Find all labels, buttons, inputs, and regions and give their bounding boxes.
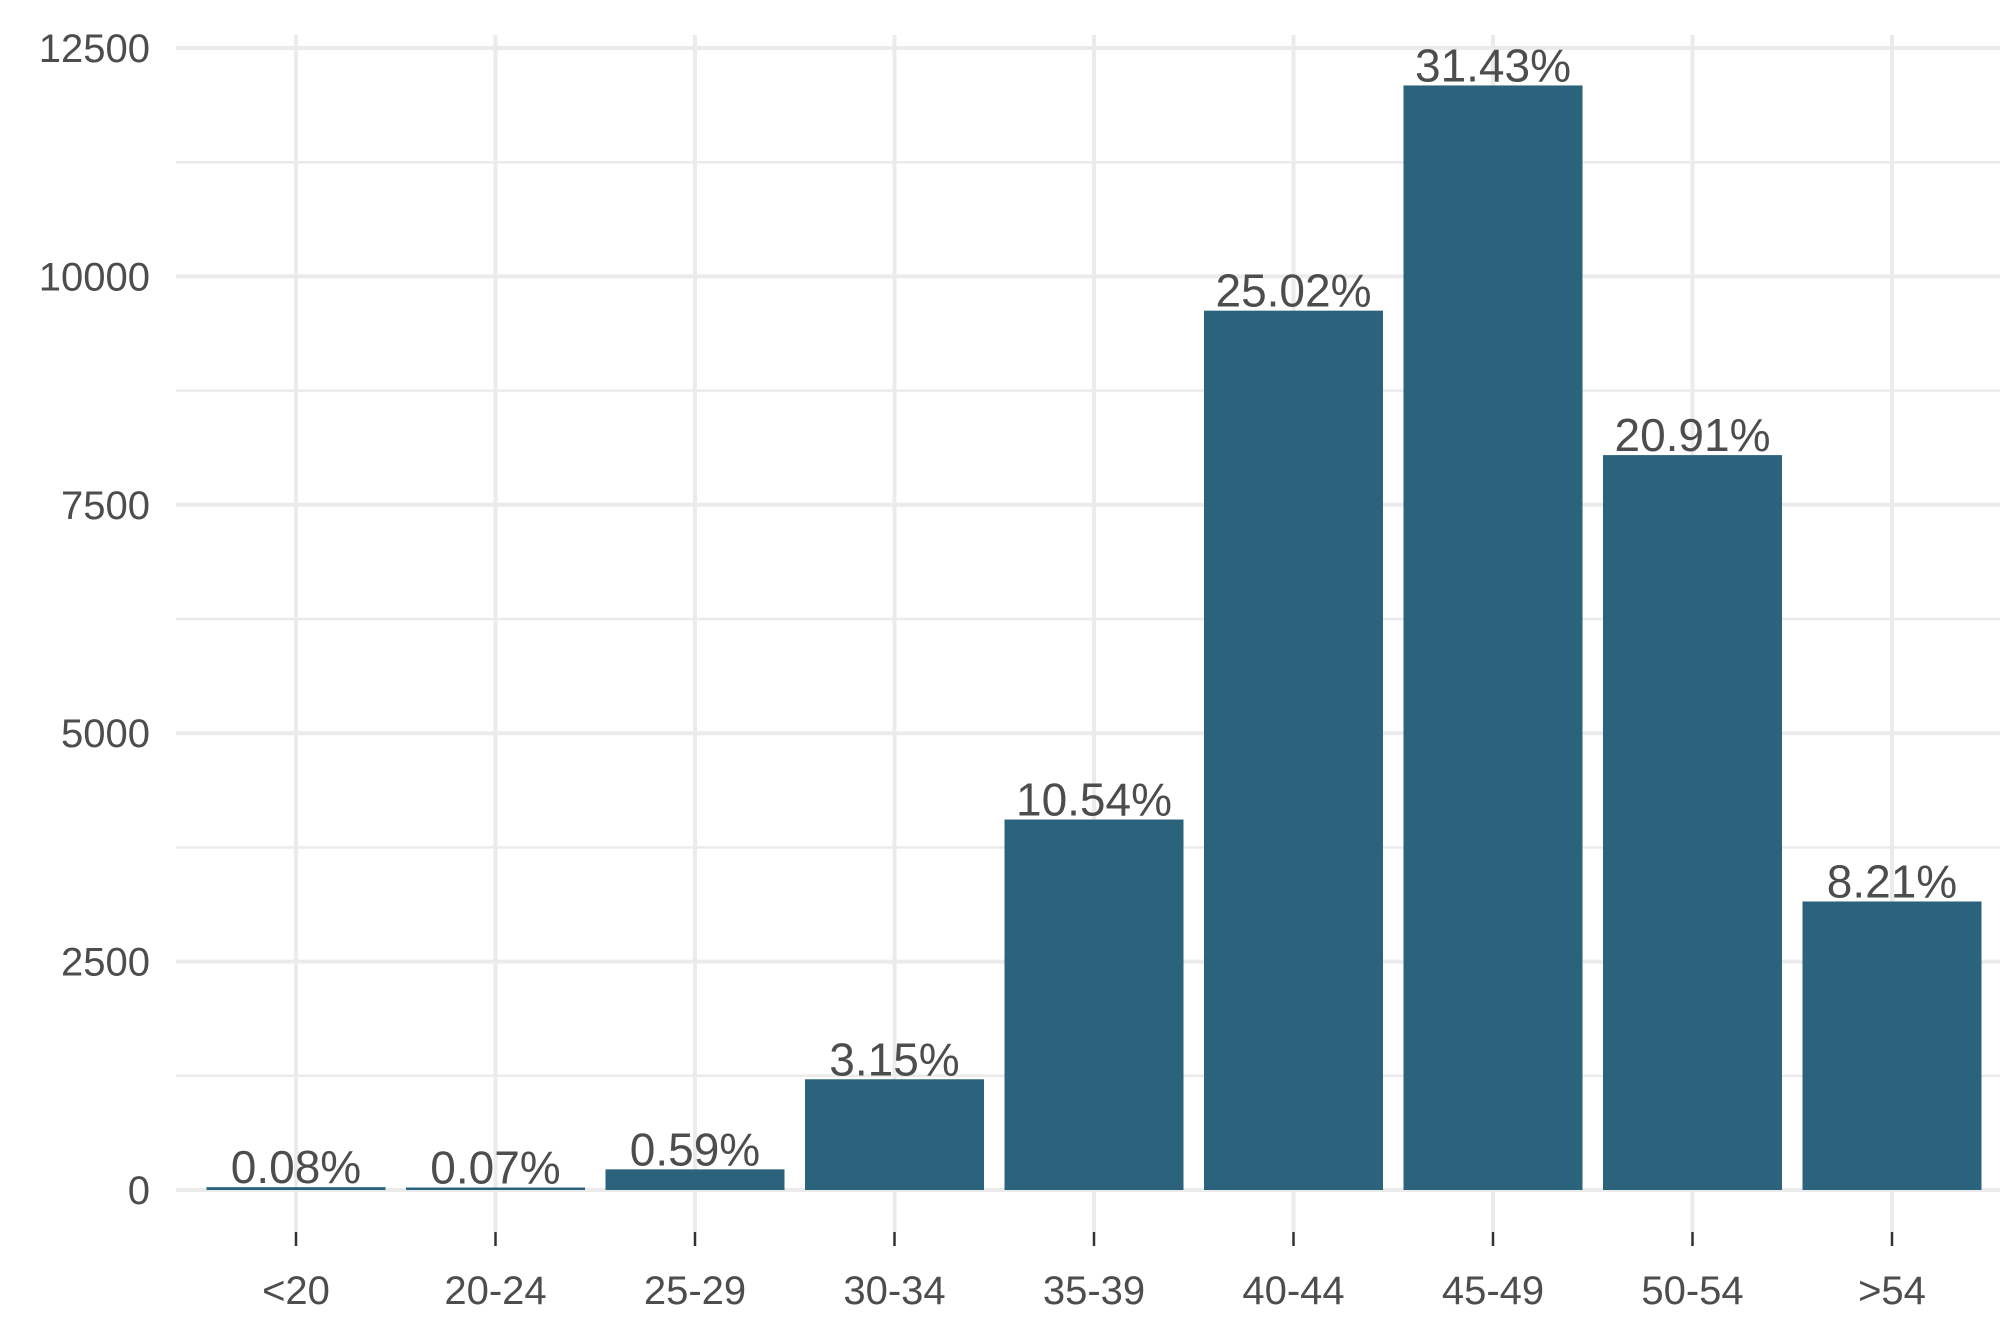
x-tick-label: 40-44 bbox=[1242, 1269, 1344, 1313]
x-tick-label: 25-29 bbox=[644, 1269, 746, 1313]
y-tick-label: 12500 bbox=[39, 27, 150, 71]
y-tick-label: 10000 bbox=[39, 255, 150, 299]
bar-1 bbox=[406, 1187, 585, 1190]
y-tick-label: 7500 bbox=[61, 484, 150, 528]
bar-5 bbox=[1204, 310, 1383, 1190]
bar-0 bbox=[206, 1187, 386, 1190]
x-tick-label: 35-39 bbox=[1043, 1269, 1145, 1313]
x-tick-label: 50-54 bbox=[1641, 1269, 1743, 1313]
y-axis: 0 2500 5000 7500 10000 12500 bbox=[39, 27, 150, 1213]
bar-7 bbox=[1603, 455, 1782, 1190]
x-tick-label: 30-34 bbox=[843, 1269, 945, 1313]
y-tick-label: 5000 bbox=[61, 712, 150, 756]
data-labels: 0.08% 0.07% 0.59% 3.15% 10.54% 25.02% 31.43% 20… bbox=[231, 39, 1957, 1193]
data-label-8: 8.21% bbox=[1827, 855, 1957, 907]
x-tick-label: 20-24 bbox=[444, 1269, 546, 1313]
data-label-1: 0.07% bbox=[430, 1142, 560, 1194]
data-label-2: 0.59% bbox=[630, 1123, 760, 1175]
data-label-4: 10.54% bbox=[1016, 774, 1172, 826]
bar-8 bbox=[1802, 901, 1982, 1190]
bar-6 bbox=[1403, 85, 1583, 1190]
data-label-7: 20.91% bbox=[1614, 409, 1770, 461]
bars bbox=[206, 85, 1982, 1190]
x-tick-label: <20 bbox=[262, 1269, 330, 1313]
x-axis: <20 20-24 25-29 30-34 35-39 40-44 45-49 50-54 >5… bbox=[262, 1232, 1926, 1313]
y-tick-label: 2500 bbox=[61, 941, 150, 985]
x-tick-label: 45-49 bbox=[1442, 1269, 1544, 1313]
bar-3 bbox=[805, 1079, 984, 1190]
bar-2 bbox=[605, 1169, 785, 1190]
data-label-5: 25.02% bbox=[1215, 265, 1371, 317]
y-tick-label: 0 bbox=[128, 1169, 150, 1213]
data-label-3: 3.15% bbox=[829, 1033, 959, 1085]
data-label-6: 31.43% bbox=[1415, 39, 1571, 91]
data-label-0: 0.08% bbox=[231, 1141, 361, 1193]
bar-4 bbox=[1004, 819, 1184, 1190]
x-tick-label: >54 bbox=[1858, 1269, 1926, 1313]
